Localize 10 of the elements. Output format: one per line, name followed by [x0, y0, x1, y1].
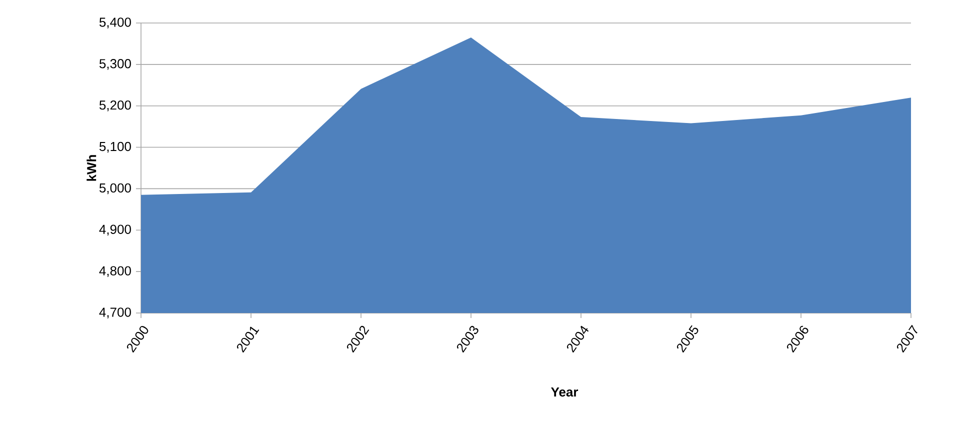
y-tick-label: 5,400 [99, 18, 131, 28]
y-tick-label: 4,900 [99, 224, 131, 236]
y-tick-label: 5,000 [99, 183, 131, 194]
y-tick-label: 5,300 [99, 59, 131, 70]
x-axis-title: Year [550, 388, 578, 397]
y-tick-label: 5,100 [99, 142, 131, 153]
y-tick-label: 4,800 [99, 266, 131, 277]
y-axis-title: kWh [86, 155, 96, 181]
y-tick-label: 5,200 [99, 100, 131, 112]
y-tick-label: 4,700 [99, 308, 131, 318]
